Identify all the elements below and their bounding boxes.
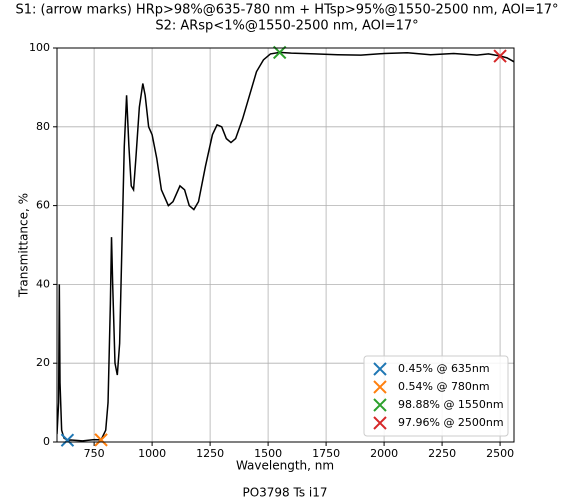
x-tick-label: 750 [84, 447, 105, 460]
legend-marker [373, 362, 387, 376]
y-tick-label: 100 [29, 41, 50, 54]
legend-box [363, 355, 509, 437]
x-tick-label: 1750 [312, 447, 340, 460]
legend-marker [373, 398, 387, 412]
legend-label: 0.54% @ 780nm [398, 380, 490, 393]
marker [94, 433, 108, 447]
x-tick-label: 2250 [428, 447, 456, 460]
legend-label: 98.88% @ 1550nm [398, 398, 504, 411]
x-tick-label: 1000 [138, 447, 166, 460]
legend-label: 97.96% @ 2500nm [398, 416, 504, 429]
y-tick-label: 20 [36, 356, 50, 369]
marker [60, 433, 75, 447]
legend-label: 0.45% @ 635nm [398, 362, 490, 375]
legend-marker [373, 416, 387, 430]
y-tick-label: 80 [36, 120, 50, 133]
x-tick-label: 2000 [370, 447, 398, 460]
caption: PO3798 Ts i17 [242, 486, 327, 500]
plot-frame [56, 47, 515, 443]
chart-title: S1: (arrow marks) HRp>98%@635-780 nm + H… [15, 3, 558, 18]
x-tick-label: 2500 [486, 447, 514, 460]
y-axis-label: Transmittance, % [17, 193, 31, 298]
x-axis-label: Wavelength, nm [236, 459, 334, 473]
y-tick-label: 0 [43, 435, 50, 448]
chart-subtitle: S2: ARsp<1%@1550-2500 nm, AOI=17° [155, 19, 418, 34]
y-tick-label: 40 [36, 277, 50, 290]
data-line [57, 51, 514, 442]
marker [493, 49, 507, 63]
x-tick-label: 1500 [254, 447, 282, 460]
y-tick-label: 60 [36, 199, 50, 212]
x-tick-label: 1250 [196, 447, 224, 460]
legend-marker [373, 380, 387, 394]
